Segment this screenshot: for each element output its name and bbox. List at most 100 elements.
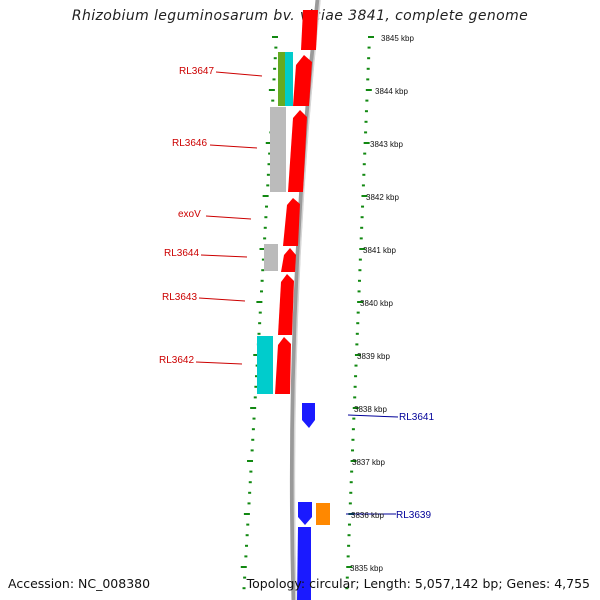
gene-arrow-rl3647[interactable]: [293, 55, 312, 106]
major-tick-dot: [352, 407, 359, 409]
minor-tick-dot: [263, 237, 267, 240]
major-tick-dot: [346, 566, 353, 568]
minor-tick-dot: [345, 587, 349, 590]
minor-tick-dot: [366, 67, 370, 70]
minor-tick-dot: [347, 534, 351, 537]
minor-tick-dot: [349, 491, 353, 494]
gene-label-rl3646[interactable]: RL3646: [172, 138, 207, 149]
label-leader-lines: [195, 71, 399, 515]
minor-tick-dot: [361, 184, 365, 187]
minor-tick-dot: [258, 311, 262, 314]
gene-arrow-rl3646[interactable]: [288, 110, 307, 192]
tick-label: 3845 kbp: [381, 34, 414, 43]
minor-tick-dot: [254, 385, 258, 388]
leader-rl3647: [215, 71, 263, 77]
minor-tick-dot: [362, 173, 366, 176]
gene-label-rl3639[interactable]: RL3639: [396, 510, 431, 521]
tick-label: 3843 kbp: [370, 140, 403, 149]
minor-tick-dot: [243, 576, 247, 579]
minor-tick-dot: [242, 587, 246, 590]
forward-strand-genes: [275, 10, 318, 394]
minor-tick-dot: [263, 226, 267, 229]
major-tick-dot: [368, 36, 374, 38]
minor-tick-dot: [354, 375, 358, 378]
feature-orange[interactable]: [316, 503, 330, 525]
gene-arrow-rl3648[interactable]: [301, 10, 318, 50]
leader-rl3642: [195, 361, 243, 365]
minor-tick-dot: [349, 481, 353, 484]
accession-text: Accession: NC_008380: [8, 576, 151, 591]
leader-rl3646: [209, 144, 258, 149]
minor-tick-dot: [366, 78, 370, 81]
gene-label-rl3647[interactable]: RL3647: [179, 66, 214, 77]
minor-tick-dot: [253, 396, 257, 399]
minor-tick-dot: [364, 110, 368, 113]
minor-tick-dot: [268, 152, 272, 155]
left-gene-labels: RL3647 RL3646 exoV RL3644 RL3643 RL3642: [159, 66, 214, 366]
minor-tick-dot: [356, 311, 360, 314]
minor-tick-dot: [357, 279, 361, 282]
major-tick-dot: [250, 407, 257, 409]
minor-tick-dot: [347, 523, 351, 526]
minor-tick-dot: [272, 78, 276, 81]
minor-tick-dot: [266, 173, 270, 176]
leader-rl3641: [347, 414, 399, 418]
minor-tick-dot: [356, 322, 360, 325]
gene-label-rl3641[interactable]: RL3641: [399, 412, 434, 423]
major-tick-dot: [363, 142, 370, 144]
feature-cyan-large[interactable]: [257, 336, 273, 394]
major-tick-dot: [243, 513, 250, 515]
feature-gray-small[interactable]: [264, 244, 278, 271]
feature-gray-large[interactable]: [270, 107, 286, 192]
minor-tick-dot: [364, 131, 368, 134]
gene-arrow-rl3638[interactable]: [297, 527, 311, 600]
minor-tick-dot: [258, 322, 262, 325]
feature-olive[interactable]: [278, 52, 285, 106]
kbp-tick-labels: 3845 kbp 3844 kbp 3843 kbp 3842 kbp 3841…: [350, 34, 414, 573]
minor-tick-dot: [350, 470, 354, 473]
gene-arrow-rl3644[interactable]: [281, 248, 296, 272]
minor-tick-dot: [367, 57, 371, 60]
gene-arrow-rl3642[interactable]: [275, 337, 291, 394]
major-tick-dot: [350, 460, 357, 462]
minor-tick-dot: [359, 237, 363, 240]
major-tick-dot: [357, 301, 364, 303]
gene-arrow-rl3639[interactable]: [298, 502, 312, 525]
minor-tick-dot: [358, 258, 362, 261]
gene-arrow-rl3643[interactable]: [278, 274, 294, 335]
gene-label-rl3644[interactable]: RL3644: [164, 248, 199, 259]
minor-tick-dot: [273, 67, 277, 70]
major-tick-dot: [256, 301, 263, 303]
page-title: Rhizobium leguminosarum bv. viciae 3841,…: [71, 8, 529, 24]
minor-tick-dot: [348, 502, 352, 505]
minor-tick-dot: [363, 152, 367, 155]
minor-tick-dot: [265, 205, 269, 208]
gene-arrow-rl3641[interactable]: [302, 403, 315, 428]
gene-label-rl3642[interactable]: RL3642: [159, 355, 194, 366]
minor-tick-dot: [358, 269, 362, 272]
major-tick-dot: [247, 460, 254, 462]
feature-cyan-small[interactable]: [285, 52, 293, 106]
gene-label-rl3643[interactable]: RL3643: [162, 292, 197, 303]
tick-label: 3835 kbp: [350, 564, 383, 573]
minor-tick-dot: [354, 364, 358, 367]
minor-tick-dot: [255, 375, 259, 378]
tick-label: 3836 kbp: [351, 511, 384, 520]
tick-label: 3841 kbp: [363, 246, 396, 255]
minor-tick-dot: [361, 205, 365, 208]
major-tick-dot: [262, 195, 269, 197]
tick-dot-rings: [240, 36, 374, 590]
gene-label-exov[interactable]: exoV: [178, 209, 201, 220]
minor-tick-dot: [251, 428, 255, 431]
other-features: [257, 52, 330, 525]
gene-arrow-exov[interactable]: [283, 198, 300, 246]
major-tick-dot: [240, 566, 247, 568]
minor-tick-dot: [347, 544, 351, 547]
minor-tick-dot: [260, 279, 264, 282]
minor-tick-dot: [365, 99, 369, 102]
minor-tick-dot: [261, 269, 265, 272]
minor-tick-dot: [247, 502, 251, 505]
tick-label: 3838 kbp: [354, 405, 387, 414]
minor-tick-dot: [353, 385, 357, 388]
